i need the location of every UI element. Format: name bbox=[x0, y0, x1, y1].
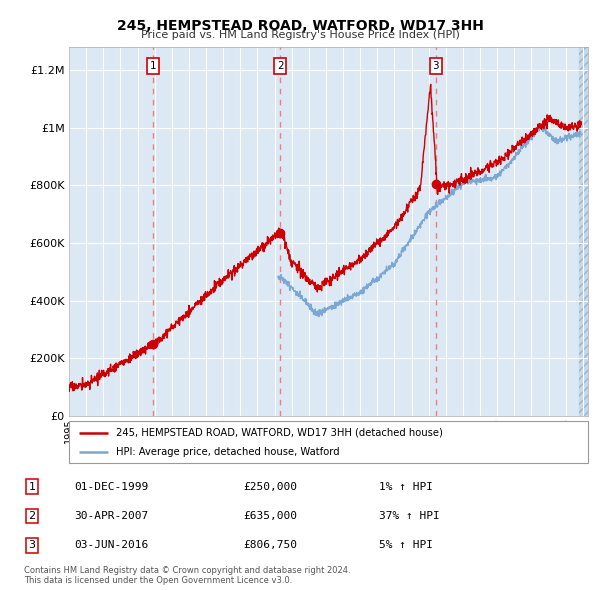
Text: 5% ↑ HPI: 5% ↑ HPI bbox=[379, 540, 433, 550]
Text: This data is licensed under the Open Government Licence v3.0.: This data is licensed under the Open Gov… bbox=[24, 576, 292, 585]
Text: £806,750: £806,750 bbox=[244, 540, 298, 550]
Text: 3: 3 bbox=[29, 540, 35, 550]
Text: 30-APR-2007: 30-APR-2007 bbox=[74, 511, 149, 521]
Text: 1: 1 bbox=[29, 482, 35, 491]
Text: Price paid vs. HM Land Registry's House Price Index (HPI): Price paid vs. HM Land Registry's House … bbox=[140, 30, 460, 40]
FancyBboxPatch shape bbox=[69, 421, 588, 463]
Text: 245, HEMPSTEAD ROAD, WATFORD, WD17 3HH (detached house): 245, HEMPSTEAD ROAD, WATFORD, WD17 3HH (… bbox=[116, 428, 443, 438]
Text: £635,000: £635,000 bbox=[244, 511, 298, 521]
Text: 2: 2 bbox=[277, 61, 284, 71]
Text: 1: 1 bbox=[150, 61, 157, 71]
Text: Contains HM Land Registry data © Crown copyright and database right 2024.: Contains HM Land Registry data © Crown c… bbox=[24, 566, 350, 575]
Text: 2: 2 bbox=[29, 511, 35, 521]
Text: 01-DEC-1999: 01-DEC-1999 bbox=[74, 482, 149, 491]
Polygon shape bbox=[578, 47, 588, 416]
Text: £250,000: £250,000 bbox=[244, 482, 298, 491]
Text: 1% ↑ HPI: 1% ↑ HPI bbox=[379, 482, 433, 491]
Text: 245, HEMPSTEAD ROAD, WATFORD, WD17 3HH: 245, HEMPSTEAD ROAD, WATFORD, WD17 3HH bbox=[116, 19, 484, 33]
Text: HPI: Average price, detached house, Watford: HPI: Average price, detached house, Watf… bbox=[116, 447, 340, 457]
Text: 37% ↑ HPI: 37% ↑ HPI bbox=[379, 511, 440, 521]
Text: 3: 3 bbox=[433, 61, 439, 71]
Text: 03-JUN-2016: 03-JUN-2016 bbox=[74, 540, 149, 550]
